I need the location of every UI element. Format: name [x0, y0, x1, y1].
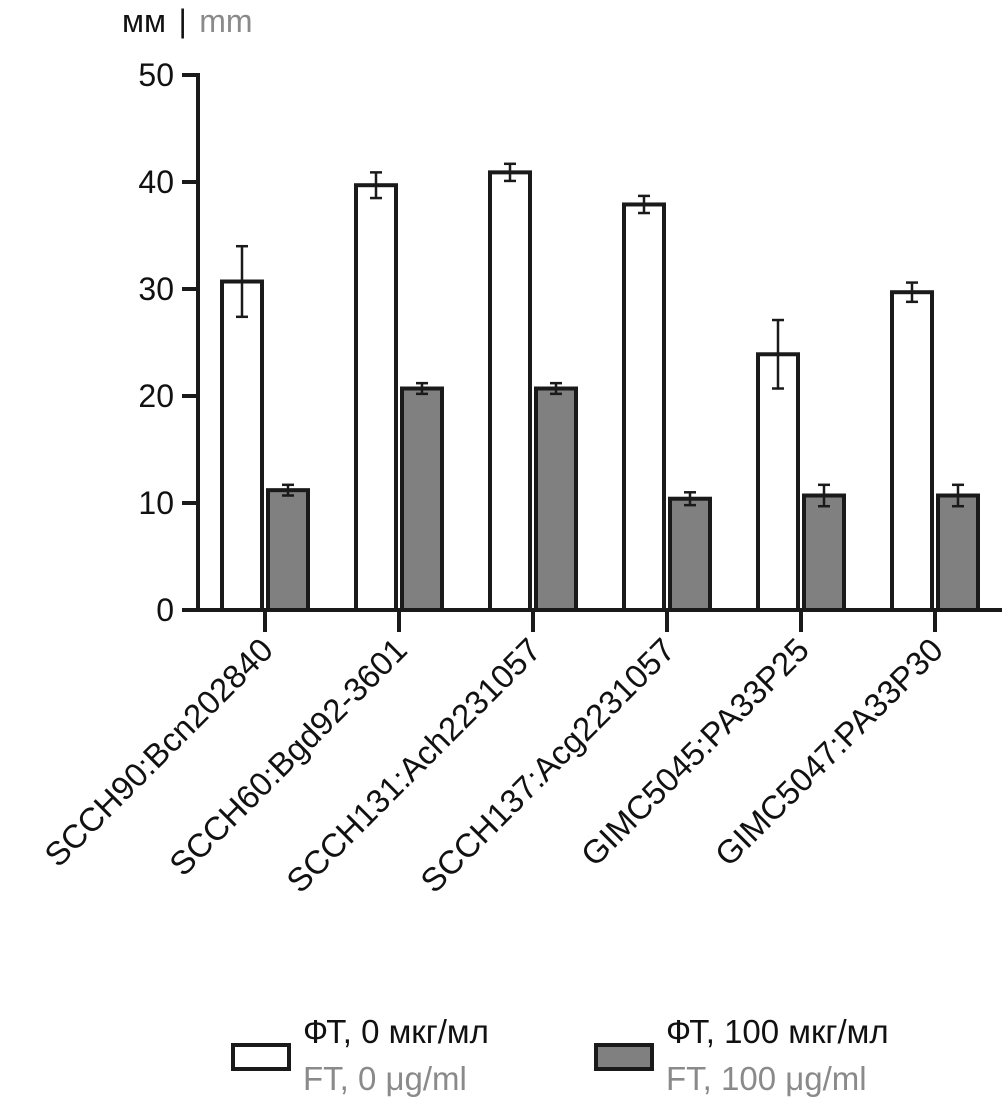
legend: ФТ, 0 мкг/мл FT, 0 μg/ml ФТ, 100 мкг/мл …: [231, 1013, 889, 1097]
x-tick-label: SCCH60:Bgd92-3601: [162, 631, 414, 883]
bar-s1-c4: [802, 493, 846, 613]
bar-s1-c0: [266, 488, 310, 612]
x-tick-label: SCCH131:Ach2231057: [279, 631, 548, 900]
x-axis: SCCH90:Bcn202840SCCH60:Bgd92-3601SCCH131…: [37, 608, 1002, 900]
x-tick-label: GIMC5045:PA33P25: [574, 631, 816, 873]
y-tick-label: 40: [138, 164, 174, 200]
bar-s1-c2: [534, 386, 578, 613]
y-unit-en: mm: [199, 3, 252, 39]
y-unit-ru: мм: [122, 3, 166, 39]
bar-s0-c1: [354, 183, 398, 613]
bar-s0-c0: [220, 279, 264, 612]
bar-s1-c3: [668, 496, 712, 612]
y-tick-label: 0: [156, 592, 174, 628]
bars: [220, 162, 980, 613]
legend-swatch-0: [231, 1043, 291, 1071]
y-unit-separator: |: [178, 3, 186, 39]
y-tick-label: 50: [138, 57, 174, 93]
legend-label-0-en: FT, 0 μg/ml: [303, 1060, 467, 1097]
y-tick-label: 30: [138, 271, 174, 307]
y-unit-label: мм | mm: [122, 3, 253, 39]
legend-item-1: ФТ, 100 мкг/мл FT, 100 μg/ml: [594, 1013, 889, 1097]
legend-label-1-en: FT, 100 μg/ml: [666, 1060, 867, 1097]
y-tick-label: 10: [138, 485, 174, 521]
y-tick-label: 20: [138, 378, 174, 414]
x-tick-label: GIMC5047:PA33P30: [708, 631, 950, 873]
legend-label-1-ru: ФТ, 100 мкг/мл: [666, 1013, 889, 1050]
bar-s0-c3: [622, 202, 666, 612]
legend-item-0: ФТ, 0 мкг/мл FT, 0 μg/ml: [231, 1013, 489, 1097]
legend-label-0-ru: ФТ, 0 мкг/мл: [303, 1013, 489, 1050]
bar-s1-c5: [936, 493, 980, 613]
bar-s0-c5: [890, 290, 934, 612]
bar-s0-c2: [488, 170, 532, 612]
y-axis: 0 10 20 30 40 50: [138, 57, 200, 628]
bar-s1-c1: [400, 386, 444, 613]
x-tick-label: SCCH90:Bcn202840: [37, 631, 280, 874]
x-tick-label: SCCH137:Acg2231057: [413, 631, 682, 900]
legend-swatch-1: [594, 1043, 654, 1071]
bar-s0-c4: [756, 352, 800, 612]
